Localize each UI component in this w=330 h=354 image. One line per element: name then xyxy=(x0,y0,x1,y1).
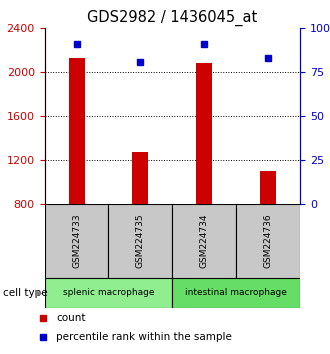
Bar xyxy=(196,63,213,204)
Text: intestinal macrophage: intestinal macrophage xyxy=(185,289,287,297)
Text: splenic macrophage: splenic macrophage xyxy=(63,289,154,297)
Title: GDS2982 / 1436045_at: GDS2982 / 1436045_at xyxy=(87,9,257,25)
Text: count: count xyxy=(56,313,86,323)
Bar xyxy=(260,171,276,204)
Bar xyxy=(236,204,300,278)
Bar xyxy=(69,58,84,204)
Text: percentile rank within the sample: percentile rank within the sample xyxy=(56,332,232,342)
Text: cell type: cell type xyxy=(3,288,48,298)
Text: GSM224736: GSM224736 xyxy=(264,213,273,268)
Text: GSM224733: GSM224733 xyxy=(72,213,81,268)
Text: ▶: ▶ xyxy=(35,288,43,298)
Bar xyxy=(132,152,148,204)
Bar xyxy=(45,204,109,278)
Text: GSM224735: GSM224735 xyxy=(136,213,145,268)
Bar xyxy=(45,278,173,308)
Bar xyxy=(173,204,236,278)
Text: GSM224734: GSM224734 xyxy=(200,213,209,268)
Bar xyxy=(173,278,300,308)
Bar xyxy=(109,204,173,278)
